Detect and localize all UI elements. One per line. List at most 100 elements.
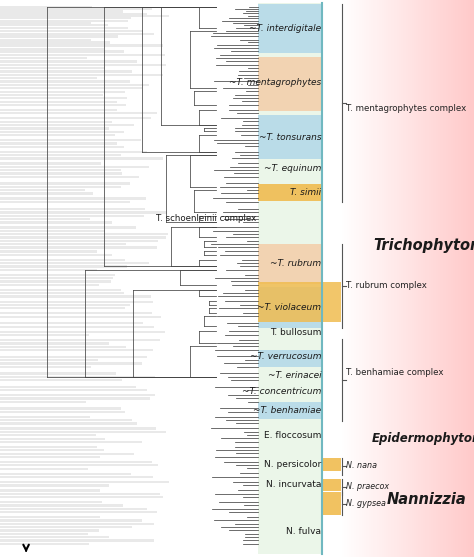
- Bar: [0, 109, 117, 111]
- Bar: [0, 385, 137, 388]
- Bar: [0, 90, 125, 92]
- Text: ~T. concentricum: ~T. concentricum: [242, 387, 321, 396]
- Text: N. praecox: N. praecox: [346, 482, 389, 491]
- Bar: [0, 481, 169, 483]
- Bar: [0, 262, 149, 264]
- Bar: [258, 402, 322, 419]
- Bar: [0, 145, 125, 148]
- Bar: [0, 322, 143, 324]
- Bar: [0, 97, 127, 99]
- Bar: [0, 157, 163, 159]
- Bar: [0, 214, 144, 217]
- Bar: [0, 365, 91, 368]
- Bar: [0, 536, 109, 538]
- Bar: [0, 307, 125, 310]
- Bar: [0, 182, 130, 184]
- Bar: [0, 496, 163, 498]
- Bar: [0, 39, 91, 41]
- Bar: [0, 501, 102, 504]
- Bar: [0, 543, 89, 545]
- Bar: [0, 50, 124, 52]
- Text: Nannizzia: Nannizzia: [387, 492, 466, 507]
- Bar: [0, 268, 97, 271]
- Bar: [0, 467, 88, 470]
- Bar: [0, 87, 142, 89]
- Bar: [258, 3, 322, 554]
- Bar: [0, 27, 128, 29]
- Text: ~T. tonsurans: ~T. tonsurans: [259, 133, 321, 141]
- Bar: [0, 80, 130, 82]
- Bar: [0, 166, 148, 168]
- Bar: [0, 441, 142, 443]
- Bar: [0, 154, 120, 156]
- Bar: [0, 163, 100, 165]
- Text: N. persicolor: N. persicolor: [264, 460, 321, 469]
- Bar: [0, 250, 97, 252]
- Bar: [258, 244, 322, 284]
- Bar: [0, 44, 163, 46]
- Bar: [0, 339, 160, 341]
- Text: N. fulva: N. fulva: [286, 527, 321, 536]
- Bar: [0, 11, 123, 12]
- Bar: [0, 246, 157, 248]
- Bar: [0, 334, 89, 336]
- Bar: [0, 36, 118, 37]
- Text: ~T. interdigitale: ~T. interdigitale: [249, 24, 321, 33]
- Bar: [0, 284, 100, 286]
- Bar: [0, 77, 97, 79]
- Bar: [0, 273, 115, 276]
- Bar: [0, 134, 116, 136]
- Text: ~T. verrucosum: ~T. verrucosum: [250, 352, 321, 361]
- Bar: [0, 221, 112, 223]
- Bar: [0, 511, 157, 514]
- Bar: [0, 419, 131, 421]
- Bar: [0, 253, 112, 256]
- Bar: [0, 175, 139, 178]
- Bar: [0, 476, 153, 478]
- Bar: [0, 532, 88, 535]
- Bar: [0, 226, 136, 228]
- Bar: [0, 301, 153, 303]
- Bar: [0, 472, 131, 475]
- Bar: [0, 464, 158, 467]
- Bar: [0, 452, 134, 455]
- Bar: [0, 22, 91, 24]
- Bar: [0, 492, 160, 495]
- Bar: [0, 30, 143, 32]
- Bar: [0, 394, 155, 397]
- Bar: [258, 287, 322, 328]
- Bar: [0, 416, 90, 418]
- Bar: [258, 4, 322, 53]
- Bar: [0, 84, 149, 86]
- Bar: [0, 315, 161, 317]
- Bar: [0, 539, 154, 541]
- Text: N. gypsea: N. gypsea: [346, 499, 386, 508]
- Bar: [0, 41, 110, 43]
- Bar: [0, 526, 132, 528]
- Text: ~T. benhamiae: ~T. benhamiae: [253, 406, 321, 415]
- Bar: [0, 173, 122, 175]
- Bar: [0, 185, 121, 188]
- Bar: [0, 265, 127, 267]
- Bar: [0, 446, 97, 448]
- Bar: [0, 292, 124, 294]
- Bar: [0, 63, 166, 66]
- Bar: [0, 505, 123, 507]
- Bar: [258, 115, 322, 159]
- Bar: [0, 289, 121, 291]
- Bar: [322, 479, 341, 491]
- Bar: [0, 372, 116, 374]
- Bar: [0, 312, 152, 314]
- Text: N. incurvata: N. incurvata: [266, 480, 321, 489]
- Bar: [0, 127, 109, 129]
- Bar: [0, 330, 165, 333]
- Bar: [0, 47, 103, 50]
- Bar: [258, 282, 341, 322]
- Bar: [0, 74, 163, 76]
- Bar: [0, 14, 169, 17]
- Bar: [0, 456, 100, 458]
- Text: Trichophyton: Trichophyton: [373, 238, 474, 252]
- Bar: [0, 197, 146, 199]
- Bar: [0, 192, 93, 194]
- Text: ~T. equinum: ~T. equinum: [264, 164, 321, 173]
